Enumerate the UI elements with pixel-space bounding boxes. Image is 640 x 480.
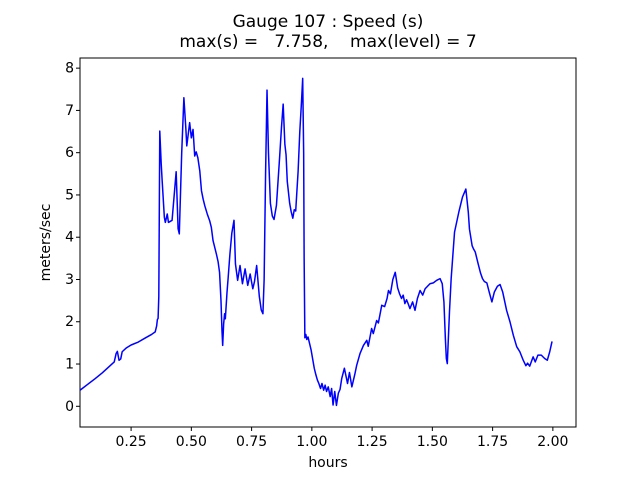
x-tick-label: 0.75: [236, 434, 267, 450]
x-tick-label: 1.50: [417, 434, 448, 450]
x-axis-label: hours: [308, 455, 347, 471]
x-tick-label: 1.00: [296, 434, 327, 450]
chart-title: Gauge 107 : Speed (s): [232, 12, 424, 32]
y-tick-label: 1: [65, 357, 74, 373]
y-tick-label: 6: [65, 145, 74, 161]
y-tick-label: 0: [65, 399, 74, 415]
speed-line-series: [80, 77, 553, 407]
x-tick-label: 2.00: [537, 434, 568, 450]
axes: 0.25 0.50 0.75 1.00 1.25 1.50 1.75 2.00 0 1 2 3 4 5 6 7…: [65, 57, 577, 450]
y-tick-label: 5: [65, 187, 74, 203]
x-tick-label: 1.25: [357, 434, 388, 450]
y-tick-label: 2: [65, 314, 74, 330]
y-tick-label: 8: [65, 61, 74, 77]
y-tick-label: 3: [65, 272, 74, 288]
x-tick-label: 0.50: [176, 434, 207, 450]
speed-line: [80, 77, 553, 407]
chart-subtitle: max(s) = 7.758, max(level) = 7: [179, 32, 477, 52]
y-tick-label: 4: [65, 230, 74, 246]
y-tick-label: 7: [65, 103, 74, 119]
x-tick-label: 0.25: [116, 434, 147, 450]
x-tick-label: 1.75: [477, 434, 508, 450]
axes-frame: [79, 57, 577, 428]
y-axis-label: meters/sec: [38, 204, 54, 282]
